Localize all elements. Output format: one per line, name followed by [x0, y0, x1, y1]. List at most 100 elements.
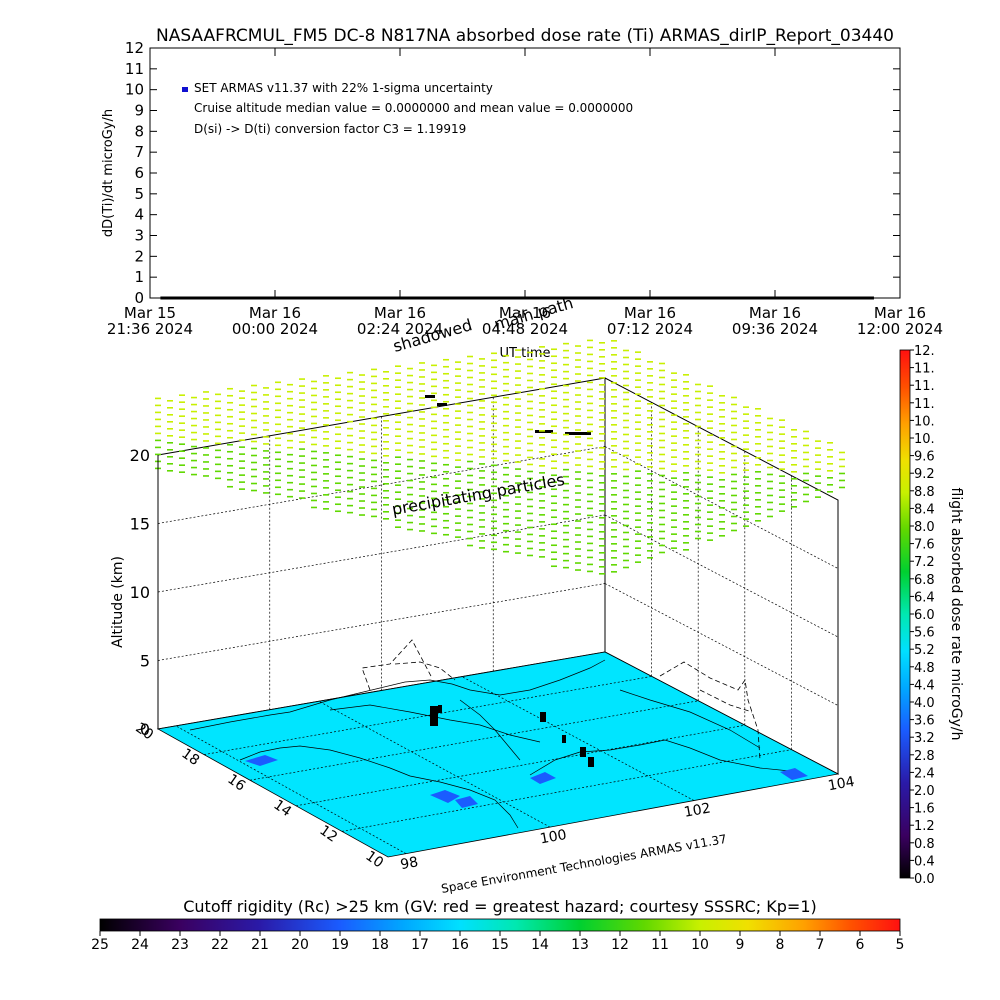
top-y-tick-label: 0: [134, 289, 144, 307]
longitude-tick-label: 104: [827, 774, 856, 794]
altitude-tick-label: 10: [130, 583, 150, 602]
dose-rate-colorbar-tick-label: 8.4: [914, 502, 935, 517]
dose-rate-colorbar-tick-label: 0.8: [914, 837, 935, 852]
dose-rate-colorbar-tick-label: 5.6: [914, 626, 935, 641]
map-ocean: [156, 651, 840, 858]
map-water-blue: [245, 755, 808, 808]
cutoff-rigidity-tick-label: 10: [691, 937, 709, 953]
cutoff-rigidity-tick-label: 6: [856, 937, 865, 953]
altitude-3d-plot: 0 5 10 15 20: [110, 293, 856, 896]
dose-rate-colorbar-tick-label: 3.6: [914, 714, 935, 729]
top-x-tick-label-time: 02:24 2024: [357, 320, 443, 338]
top-x-tick-label-date: Mar 16: [374, 304, 426, 322]
top-x-tick-label-date: Mar 16: [249, 304, 301, 322]
dose-rate-colorbar-tick-label: 8.8: [914, 485, 935, 500]
top-y-tick-label: 6: [134, 164, 144, 182]
top-y-tick-label: 11: [125, 60, 144, 78]
dose-rate-colorbar-tick-label: 4.4: [914, 678, 935, 693]
figure-title: NASAAFRCMUL_FM5 DC-8 N817NA absorbed dos…: [156, 26, 894, 46]
cutoff-rigidity-colorbar: Cutoff rigidity (Rc) >25 km (GV: red = g…: [91, 897, 904, 953]
legend-marker: [182, 87, 188, 92]
dose-rate-colorbar-tick-label: 9.2: [914, 467, 935, 482]
dose-rate-colorbar-tick-label: 7.6: [914, 538, 935, 553]
cutoff-rigidity-tick-label: 25: [91, 937, 109, 953]
dose-rate-colorbar-tick-label: 9.6: [914, 450, 935, 465]
dose-rate-colorbar-tick-label: 11.: [914, 379, 935, 394]
dose-rate-colorbar-tick-label: 11.: [914, 362, 935, 377]
main-path-track: [425, 395, 591, 435]
dose-rate-colorbar-tick-label: 3.2: [914, 731, 935, 746]
cutoff-rigidity-tick-label: 17: [411, 937, 429, 953]
cutoff-rigidity-tick-label: 21: [251, 937, 269, 953]
top-y-tick-label: 8: [134, 122, 144, 140]
cutoff-rigidity-tick-label: 5: [896, 937, 905, 953]
cutoff-rigidity-tick-label: 7: [816, 937, 825, 953]
wall-grid-line: [604, 514, 839, 638]
dose-rate-colorbar-ticks: 0.0 0.4 0.8 1.2 1.6 2.0 2.4 2.8 3.2 3.6 4.0 4.4 4.8 5…: [910, 344, 935, 887]
cutoff-rigidity-tick-label: 9: [736, 937, 745, 953]
altitude-ticks: 0 5 10 15 20: [130, 446, 150, 739]
top-x-tick-label-time: 07:12 2024: [607, 320, 693, 338]
dose-rate-colorbar-gradient: [899, 349, 911, 879]
dose-rate-colorbar-tick-label: 11.: [914, 397, 935, 412]
dose-rate-colorbar-tick-label: 0.0: [914, 872, 935, 887]
dose-rate-colorbar-tick-label: 1.2: [914, 819, 935, 834]
top-y-axis-label: dD(Ti)/dt microGy/h: [101, 109, 116, 237]
top-y-tick-label: 1: [134, 268, 144, 286]
dose-rate-colorbar-tick-label: 10.: [914, 432, 935, 447]
dose-rate-colorbar: 0.0 0.4 0.8 1.2 1.6 2.0 2.4 2.8 3.2 3.6 4.0 4.4 4.8 5…: [899, 344, 964, 887]
cutoff-rigidity-tick-label: 24: [131, 937, 149, 953]
dose-rate-colorbar-tick-label: 6.4: [914, 590, 935, 605]
dose-rate-colorbar-tick-label: 8.0: [914, 520, 935, 535]
latitude-tick-label: 20: [132, 720, 156, 743]
flight-ground-track: [430, 705, 594, 767]
top-x-tick-label-time: 04:48 2024: [482, 320, 568, 338]
dose-rate-colorbar-tick-label: 1.6: [914, 802, 935, 817]
dose-rate-colorbar-tick-label: 12.: [914, 344, 935, 359]
cutoff-rigidity-tick-label: 18: [371, 937, 389, 953]
top-x-tick-label-date: Mar 16: [499, 304, 551, 322]
wall-grid-line: [157, 446, 606, 524]
longitude-tick-label: 100: [539, 827, 568, 847]
altitude-tick-label: 20: [130, 446, 150, 465]
cutoff-rigidity-tick-label: 11: [651, 937, 669, 953]
dose-rate-colorbar-tick-label: 10.: [914, 414, 935, 429]
altitude-tick-label: 0: [140, 720, 150, 739]
top-y-tick-label: 12: [125, 39, 144, 57]
precipitating-particles: [155, 339, 845, 575]
top-y-tick-label: 5: [134, 185, 144, 203]
cutoff-rigidity-tick-label: 16: [451, 937, 469, 953]
credit-label: Space Environment Technologies ARMAS v11…: [440, 832, 728, 896]
top-x-tick-label-time: 12:00 2024: [857, 320, 943, 338]
top-x-tick-label-date: Mar 16: [624, 304, 676, 322]
top-x-tick-label-time: 09:36 2024: [732, 320, 818, 338]
top-x-tick-label-time: 00:00 2024: [232, 320, 318, 338]
cutoff-rigidity-tick-label: 8: [776, 937, 785, 953]
top-x-tick-label-date: Mar 15: [124, 304, 176, 322]
longitude-ticks: 98 100 102 104: [399, 774, 856, 873]
wall-grid-line: [157, 583, 606, 661]
top-x-tick-label-date: Mar 16: [749, 304, 801, 322]
altitude-axis-label: Altitude (km): [110, 556, 126, 648]
cutoff-rigidity-ticks: 25 24 23 22 21 20 19 18 17 16 15 14 13 12 11 10 9 8 7 6 5: [91, 931, 904, 953]
legend-text: SET ARMAS v11.37 with 22% 1-sigma uncert…: [194, 81, 493, 95]
floor-grid-line: [341, 749, 792, 832]
altitude-tick-label: 15: [130, 515, 150, 534]
altitude-tick-label: 5: [140, 652, 150, 671]
dose-rate-colorbar-tick-label: 5.2: [914, 643, 935, 658]
top-x-tick-label-date: Mar 16: [874, 304, 926, 322]
dose-rate-colorbar-tick-label: 4.8: [914, 661, 935, 676]
longitude-tick-label: 98: [399, 854, 419, 873]
top-y-tick-label: 3: [134, 227, 144, 245]
top-x-tick-label-time: 21:36 2024: [107, 320, 193, 338]
top-x-axis-label: UT time: [500, 346, 551, 361]
cutoff-rigidity-tick-label: 22: [211, 937, 229, 953]
dose-rate-colorbar-tick-label: 4.0: [914, 696, 935, 711]
top-y-tick-label: 4: [134, 206, 144, 224]
dose-rate-colorbar-label: flight absorbed dose rate microGy/h: [948, 488, 964, 741]
cutoff-rigidity-tick-label: 14: [531, 937, 549, 953]
